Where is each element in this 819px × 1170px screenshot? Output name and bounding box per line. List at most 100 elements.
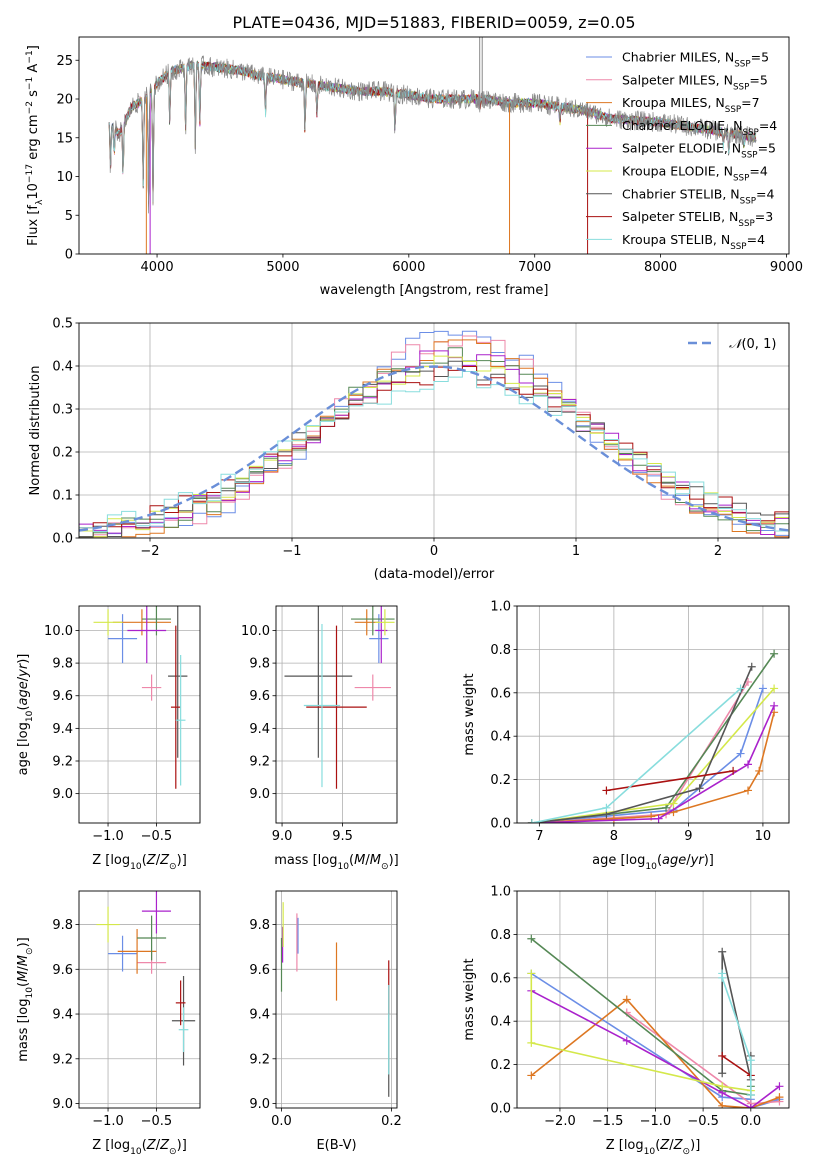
x-tick-label: 6000 [392,260,425,275]
axes-frame [516,605,790,824]
y-tick-label: 0.4 [490,1015,511,1030]
errorbar-point [369,614,389,664]
y-tick-label: 9.4 [249,1008,270,1023]
x-tick-label: 2 [714,544,722,559]
panel-3: 9.0 9.5 9.0 9.2 9.4 9.6 9.8 10.0 mass [log10(M/M… [241,605,399,872]
weight-series-5 [530,973,751,1092]
errorbar-point [303,623,341,788]
y-tick-label: 0.2 [52,446,73,461]
marker [746,1104,755,1108]
marker [775,1093,784,1102]
marker [746,1090,755,1099]
y-tick-label: 9.2 [52,755,73,770]
errorbar-point [168,606,188,758]
marker [746,1056,755,1065]
x-tick-label: −1.5 [592,1114,624,1129]
x-axis-label: E(B-V) [316,1138,356,1153]
marker [527,934,536,943]
y-tick-label: 0.8 [490,643,511,658]
y-tick-label: 0.8 [490,928,511,943]
x-tick-label: −1.0 [92,829,124,844]
errorbar-point [141,891,171,934]
weight-series-8 [531,687,742,823]
y-tick-label: 0.0 [490,1102,511,1117]
errorbar-point [175,654,186,786]
panel-2: −1.0 −0.5 9.0 9.2 9.4 9.6 9.8 10.0 Z [log10(Z/Z⊙… [16,605,201,872]
marker [527,969,536,978]
plot-area-5 [79,891,200,1108]
errorbar-point [306,625,367,789]
x-tick-label: 9.0 [272,829,293,844]
x-tick-label: −1 [282,544,301,559]
errorbar-point [137,915,167,961]
x-tick-label: 9.5 [332,829,353,844]
y-tick-label: 9.8 [52,918,73,933]
legend-label: 𝒩(0, 1) [729,337,776,352]
y-tick-label: 9.4 [249,722,270,737]
marker [695,784,704,793]
errorbar-point [93,609,123,636]
figure-title: PLATE=0436, MJD=51883, FIBERID=0059, z=0… [232,13,635,32]
axes-frame [78,605,201,824]
marker [654,814,663,823]
marker [718,1069,727,1078]
legend: 𝒩(0, 1) [688,337,776,352]
x-axis-label: Z [log10(Z/Z⊙)] [92,1138,187,1157]
x-tick-label: −0.5 [141,829,173,844]
data-spectrum [108,55,757,214]
errorbar-point [375,609,395,636]
y-tick-label: 0.5 [52,317,73,332]
x-tick-label: 7000 [518,260,551,275]
x-tick-label: 7 [535,829,543,844]
y-tick-label: 9.6 [249,963,270,978]
plot-area-1 [79,323,789,538]
errorbar-point [108,935,138,972]
y-tick-label: 9.2 [249,755,270,770]
marker [770,649,779,658]
y-axis-label: mass [log10(M/M⊙)] [16,937,35,1061]
errorbar-point [178,1007,189,1053]
errorbar-point [351,606,395,636]
y-tick-label: 9.8 [249,918,270,933]
errorbar-point [96,906,120,943]
x-tick-label: −0.5 [141,1114,173,1129]
x-axis-label: (data-model)/error [374,567,495,582]
y-axis-label: mass weight [462,958,477,1040]
errorbar-point [354,674,391,701]
marker [744,786,753,795]
x-axis-label: Z [log10(Z/Z⊙)] [606,1138,701,1157]
legend-label: Chabrier STELIB, NSSP=4 [622,186,775,206]
weight-series-3 [530,938,752,1096]
y-tick-label: 1.0 [490,600,511,615]
marker [736,684,745,693]
x-tick-label: 0.0 [271,1114,292,1129]
marker [609,814,618,823]
marker [775,1082,784,1091]
marker [744,760,753,769]
legend-label: Salpeter ELODIE, NSSP=5 [622,141,776,161]
y-tick-label: 9.4 [52,722,73,737]
x-tick-label: 0.2 [381,1114,402,1129]
x-tick-label: −1.0 [92,1114,124,1129]
y-tick-label: 0.2 [490,1058,511,1073]
x-tick-label: 9 [684,829,692,844]
weight-series-4 [531,705,775,823]
y-tick-label: 1.0 [490,885,511,900]
marker [718,1082,727,1091]
x-axis-label: Z [log10(Z/Z⊙)] [92,853,187,872]
y-tick-label: 0.2 [490,773,511,788]
weight-series-7 [721,1055,752,1077]
errorbar-point [127,606,167,664]
marker [622,995,631,1004]
y-tick-label: 9.4 [52,1008,73,1023]
marker [755,766,764,775]
legend-label: Chabrier ELODIE, NSSP=4 [622,118,777,138]
marker [602,803,611,812]
x-tick-label: 0 [430,544,438,559]
x-tick-label: −0.5 [687,1114,719,1129]
y-axis-label: mass weight [462,673,477,755]
marker [527,819,536,823]
marker [718,947,727,956]
y-tick-label: 0.4 [490,730,511,745]
